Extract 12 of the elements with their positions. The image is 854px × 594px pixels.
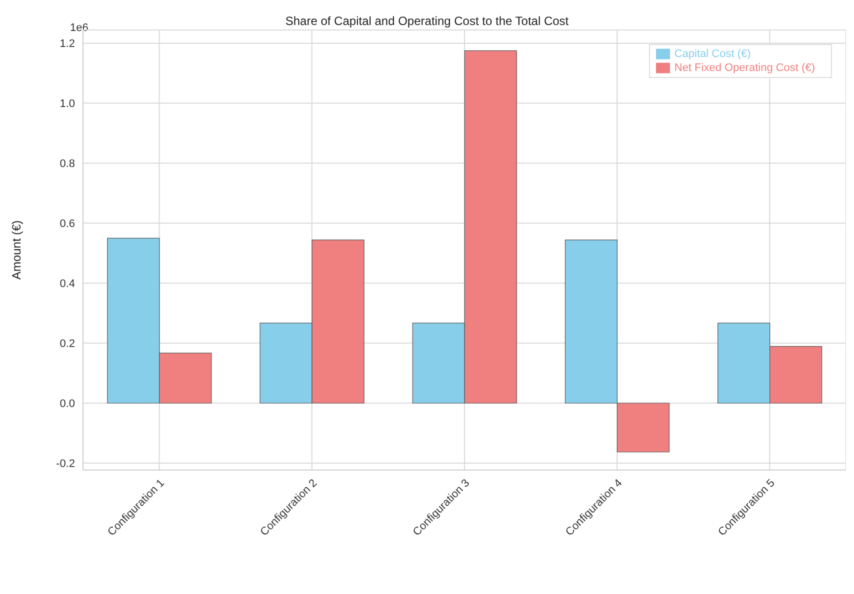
y-tick-label: 0.4: [60, 278, 75, 290]
chart-title: Share of Capital and Operating Cost to the Total Cost: [285, 14, 569, 28]
y-tick-label: 1.2: [60, 38, 75, 50]
legend-label: Net Fixed Operating Cost (€): [674, 62, 815, 74]
y-tick-label: 0.8: [60, 158, 75, 170]
y-tick-label: 0.0: [60, 398, 75, 410]
legend-label: Capital Cost (€): [674, 48, 751, 60]
y-tick-label: -0.2: [56, 458, 75, 470]
y-axis-title: Amount (€): [9, 220, 24, 280]
y-tick-label: 0.6: [60, 218, 75, 230]
y-tick-label: 0.2: [60, 338, 75, 350]
y-tick-label: 1.0: [60, 98, 75, 110]
